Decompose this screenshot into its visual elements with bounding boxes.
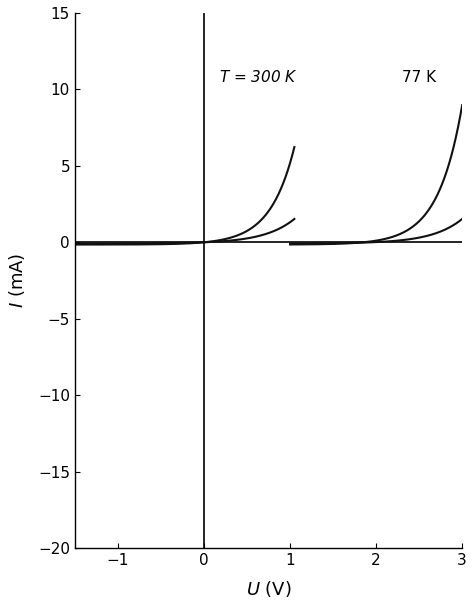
X-axis label: $U$ (V): $U$ (V): [246, 579, 292, 599]
Text: 77 K: 77 K: [402, 70, 436, 85]
Y-axis label: $I$ (mA): $I$ (mA): [7, 253, 27, 308]
Text: $T$ = 300 K: $T$ = 300 K: [219, 68, 298, 85]
